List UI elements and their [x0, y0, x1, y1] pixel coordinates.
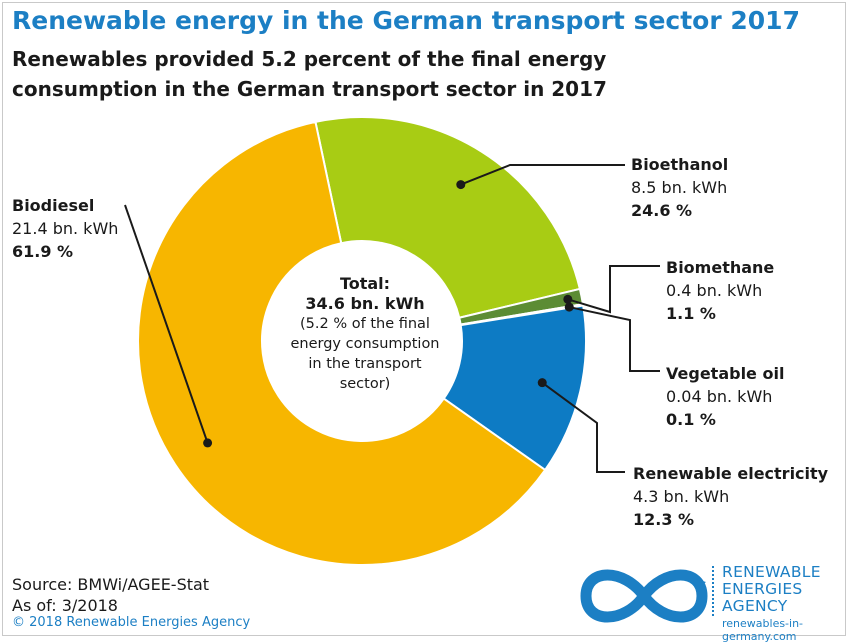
slice-biodiesel	[137, 120, 547, 566]
center-total-value: 34.6 bn. kWh	[305, 294, 425, 313]
label-name: Renewable electricity	[633, 464, 829, 483]
label-biodiesel: Biodiesel 21.4 bn. kWh 61.9 %	[12, 194, 118, 263]
infinity-icon	[580, 569, 708, 623]
label-value: 21.4 bn. kWh	[12, 219, 119, 238]
logo-divider	[712, 566, 714, 616]
copyright-text: © 2018 Renewable Energies Agency	[12, 615, 251, 630]
label-name: Vegetable oil	[666, 364, 785, 383]
center-note-line: sector)	[339, 376, 391, 392]
label-name: Bioethanol	[631, 155, 729, 174]
leader-dot-biomethane	[563, 294, 573, 304]
label-percent: 0.1 %	[666, 410, 716, 429]
leader-dot-bioethanol	[456, 180, 466, 190]
chart-subtitle: Renewables provided 5.2 percent of the f…	[12, 47, 607, 101]
label-bioethanol: Bioethanol 8.5 bn. kWh 24.6 %	[631, 153, 728, 222]
center-note-line: energy consumption	[290, 336, 440, 352]
leader-dot-biodiesel	[203, 438, 213, 448]
label-value: 0.04 bn. kWh	[666, 387, 773, 406]
leader-dot-renewable-electricity	[537, 378, 547, 388]
leader-line-biodiesel	[124, 204, 209, 444]
center-note-line: in the transport	[308, 356, 422, 372]
label-name: Biodiesel	[12, 196, 95, 215]
label-value: 0.4 bn. kWh	[666, 281, 763, 300]
label-biomethane: Biomethane 0.4 bn. kWh 1.1 %	[666, 256, 774, 325]
label-percent: 24.6 %	[631, 201, 693, 220]
logo-line: ENERGIES	[722, 580, 803, 598]
logo-wordmark: RENEWABLE ENERGIES AGENCY	[722, 564, 821, 615]
center-note-line: (5.2 % of the final	[300, 316, 430, 332]
label-percent: 1.1 %	[666, 304, 716, 323]
source-note: Source: BMWi/AGEE-Stat As of: 3/2018	[12, 574, 209, 616]
leader-line-bioethanol	[460, 164, 625, 186]
leader-dot-vegetable-oil	[564, 302, 574, 312]
leader-line-biomethane	[567, 265, 660, 314]
leader-line-vegetable-oil	[569, 306, 660, 372]
donut-center-total: Total: 34.6 bn. kWh (5.2 % of the final …	[275, 274, 455, 394]
label-value: 4.3 bn. kWh	[633, 487, 730, 506]
label-renewable-electricity: Renewable electricity 4.3 bn. kWh 12.3 %	[633, 462, 828, 531]
center-total-label: Total:	[339, 274, 391, 293]
as-of-text: As of: 3/2018	[12, 596, 118, 615]
donut-slices	[137, 116, 587, 566]
chart-title: Renewable energy in the German transport…	[12, 6, 800, 35]
label-percent: 61.9 %	[12, 242, 74, 261]
leader-line-renewable-electricity	[541, 381, 625, 473]
label-name: Biomethane	[666, 258, 775, 277]
label-value: 8.5 bn. kWh	[631, 178, 728, 197]
source-text: Source: BMWi/AGEE-Stat	[12, 575, 210, 594]
label-percent: 12.3 %	[633, 510, 695, 529]
figure-frame	[2, 2, 846, 636]
label-vegetable-oil: Vegetable oil 0.04 bn. kWh 0.1 %	[666, 362, 784, 431]
slice-bioethanol	[314, 116, 582, 319]
logo-line: RENEWABLE	[722, 563, 821, 581]
logo-url: renewables-in-germany.com	[722, 617, 804, 643]
logo-line: AGENCY	[722, 597, 788, 615]
label-leader-lines	[124, 164, 660, 473]
